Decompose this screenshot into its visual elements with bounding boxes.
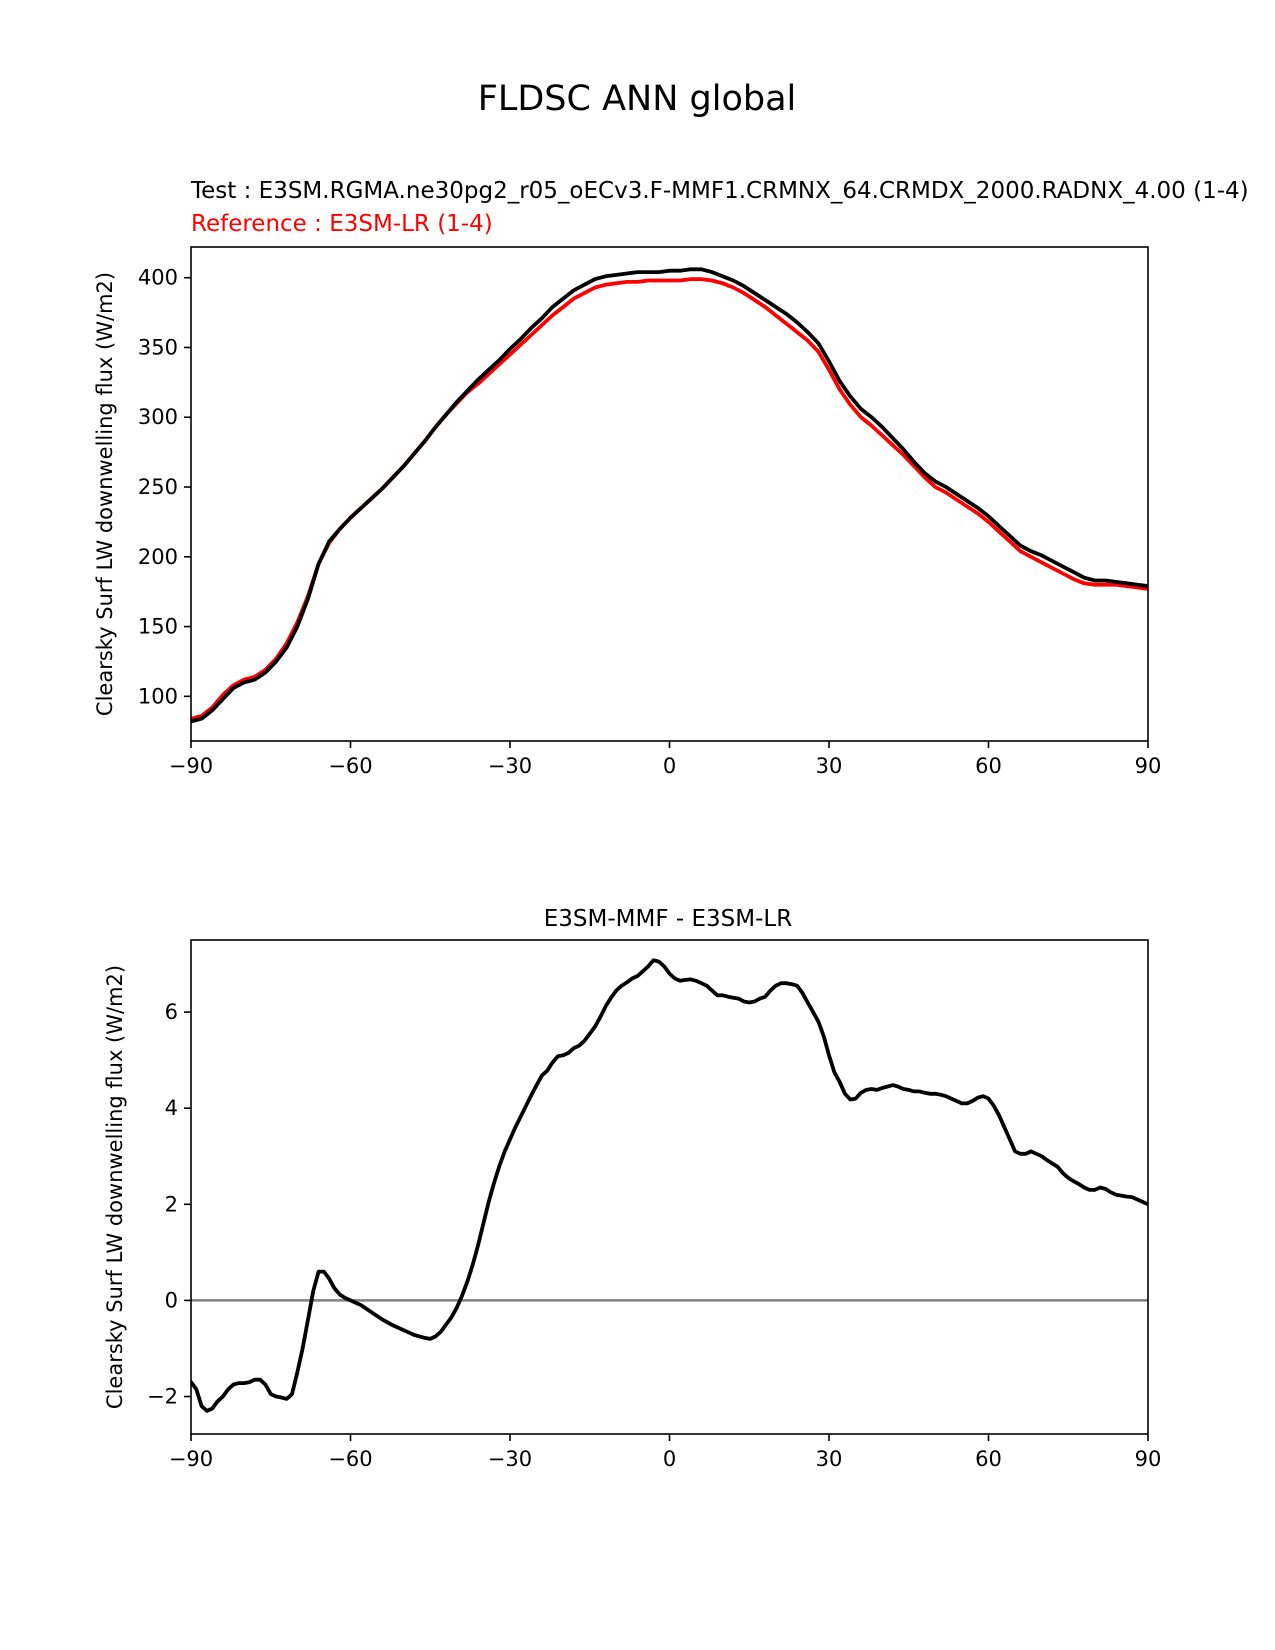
x-tick-label: 90 <box>1135 1447 1162 1471</box>
x-tick-label: −30 <box>488 1447 532 1471</box>
x-tick-label: −30 <box>488 754 532 778</box>
x-tick-label: −90 <box>169 754 213 778</box>
y-tick-label: 250 <box>138 475 178 499</box>
top-test-title: Test : E3SM.RGMA.ne30pg2_r05_oECv3.F-MMF… <box>190 178 1249 204</box>
x-tick-label: 0 <box>663 754 676 778</box>
top-reference-title: Reference : E3SM-LR (1-4) <box>191 211 493 237</box>
bottom-panel-title: E3SM-MMF - E3SM-LR <box>544 906 792 932</box>
x-tick-label: 30 <box>816 754 843 778</box>
y-tick-label: 400 <box>138 266 178 290</box>
y-tick-label: 100 <box>138 684 178 708</box>
y-tick-label: 4 <box>165 1096 178 1120</box>
y-tick-label: 150 <box>138 615 178 639</box>
x-tick-label: −60 <box>328 1447 372 1471</box>
y-tick-label: 200 <box>138 545 178 569</box>
series-line-test-0-1 <box>191 267 1148 724</box>
series-line-reference-0-0 <box>191 277 1148 721</box>
series-line-test-1-0 <box>191 958 1148 1413</box>
y-tick-label: 300 <box>138 405 178 429</box>
x-tick-label: 60 <box>975 754 1002 778</box>
y-tick-label: 350 <box>138 335 178 359</box>
y-tick-label: 6 <box>165 1000 178 1024</box>
y-axis-label: Clearsky Surf LW downwelling flux (W/m2) <box>93 272 117 716</box>
y-tick-label: 0 <box>165 1288 178 1312</box>
figure-title: FLDSC ANN global <box>478 79 797 119</box>
x-tick-label: 90 <box>1135 754 1162 778</box>
y-axis-label: Clearsky Surf LW downwelling flux (W/m2) <box>103 965 127 1409</box>
x-tick-label: 0 <box>663 1447 676 1471</box>
top-plot-area: −90 −60 −30 0 30 60 90 100 150 200 250 300 350 400 Cle… <box>93 246 1162 778</box>
axes-frame <box>190 939 1149 1435</box>
x-tick-label: 60 <box>975 1447 1002 1471</box>
x-tick-label: −90 <box>169 1447 213 1471</box>
axes-frame <box>190 246 1149 742</box>
y-tick-label: −2 <box>147 1385 178 1409</box>
bottom-plot-area: −90 −60 −30 0 30 60 90 −2 0 2 4 6 Clearsky Surf LW d… <box>103 939 1162 1471</box>
x-tick-label: 30 <box>816 1447 843 1471</box>
x-tick-label: −60 <box>328 754 372 778</box>
y-tick-label: 2 <box>165 1192 178 1216</box>
